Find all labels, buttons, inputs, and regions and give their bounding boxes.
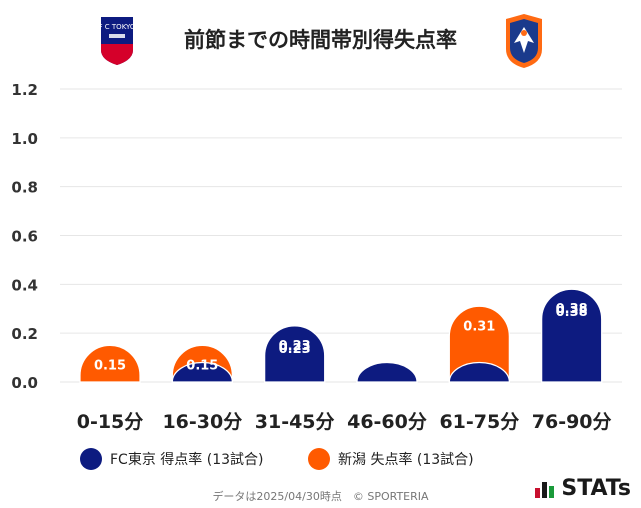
data-label-niigata: 0.15 <box>186 358 218 373</box>
data-label-niigata: 0.31 <box>463 319 495 334</box>
data-label-niigata: 0.15 <box>94 358 126 373</box>
bar-fc-tokyo <box>264 325 326 383</box>
legend-label-niigata: 新潟 失点率 (13試合) <box>338 452 474 468</box>
bar-niigata <box>448 305 510 383</box>
y-tick-label: 0.8 <box>11 179 38 197</box>
stats-brand: STATs <box>535 476 631 501</box>
y-tick-label: 1.0 <box>11 130 38 148</box>
y-tick-label: 0.0 <box>11 374 38 392</box>
stats-logo-icon <box>535 481 555 498</box>
x-tick-label: 61-75分 <box>439 411 519 433</box>
y-tick-label: 0.4 <box>11 276 38 294</box>
footer-note: データは2025/04/30時点 © SPORTERIA <box>212 490 429 503</box>
y-tick-label: 0.6 <box>11 228 38 246</box>
bar-fc-tokyo <box>171 361 233 383</box>
data-label-niigata: 0.23 <box>279 339 311 354</box>
x-tick-label: 76-90分 <box>532 411 612 433</box>
fc-tokyo-logo: F C TOKYO <box>100 17 134 65</box>
stats-brand-name: STATs <box>561 476 631 501</box>
y-tick-label: 0.2 <box>11 325 38 343</box>
chart-area: 1.21.00.80.60.40.20.0 0.15 0.150.230.230.… <box>11 81 622 433</box>
legend-label-fc-tokyo: FC東京 得点率 (13試合) <box>110 452 264 468</box>
x-tick-label: 31-45分 <box>255 411 335 433</box>
niigata-logo <box>506 14 542 68</box>
x-tick-label: 0-15分 <box>77 411 144 433</box>
bar-fc-tokyo <box>356 361 418 383</box>
fc-tokyo-logo-letters: F C TOKYO <box>100 23 134 31</box>
bar-fc-tokyo <box>448 361 510 383</box>
bar-fc-tokyo <box>541 288 603 383</box>
legend-dot-fc-tokyo <box>80 448 102 470</box>
legend-item-niigata: 新潟 失点率 (13試合) <box>308 448 474 470</box>
legend-item-fc-tokyo: FC東京 得点率 (13試合) <box>80 448 263 470</box>
data-label-niigata: 0.38 <box>556 302 588 317</box>
legend-dot-niigata <box>308 448 330 470</box>
x-tick-label: 46-60分 <box>347 411 427 433</box>
x-tick-label: 16-30分 <box>162 411 242 433</box>
y-tick-label: 1.2 <box>11 81 38 99</box>
chart-title: 前節までの時間帯別得失点率 <box>184 28 457 52</box>
bar-niigata <box>79 344 141 383</box>
data-label-fc-tokyo: 0.23 <box>279 342 311 357</box>
data-label-fc-tokyo: 0.38 <box>556 305 588 320</box>
